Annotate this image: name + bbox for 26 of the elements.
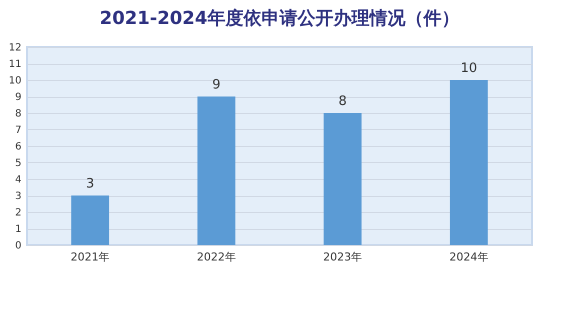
bar [71, 196, 110, 245]
y-tick-label: 3 [15, 191, 22, 202]
data-label: 10 [460, 61, 478, 76]
y-tick-label: 12 [8, 42, 22, 54]
bar [324, 113, 362, 245]
y-tick-label: 6 [15, 142, 22, 152]
y-tick-label: 10 [8, 76, 22, 86]
x-tick-label: 2021年 [70, 250, 110, 264]
x-tick-label: 2023年 [323, 250, 362, 264]
y-tick-label: 8 [15, 108, 22, 120]
bar [197, 96, 236, 245]
y-tick-label: 11 [8, 59, 22, 70]
x-tick-label: 2024年 [449, 250, 488, 264]
data-label: 3 [86, 176, 94, 192]
y-tick-label: 9 [15, 92, 22, 103]
data-label: 9 [212, 78, 221, 92]
bar [450, 80, 488, 245]
x-tick-label: 2022年 [196, 250, 236, 264]
y-tick-label: 7 [15, 125, 22, 136]
y-tick-label: 5 [15, 158, 22, 169]
chart-title: 2021-2024年度依申请公开办理情况（件） [100, 8, 460, 29]
y-tick-label: 0 [15, 240, 22, 252]
y-tick-label: 1 [15, 224, 22, 235]
data-label: 8 [338, 94, 347, 109]
y-tick-label: 4 [15, 174, 22, 186]
y-tick-label: 2 [15, 208, 22, 218]
